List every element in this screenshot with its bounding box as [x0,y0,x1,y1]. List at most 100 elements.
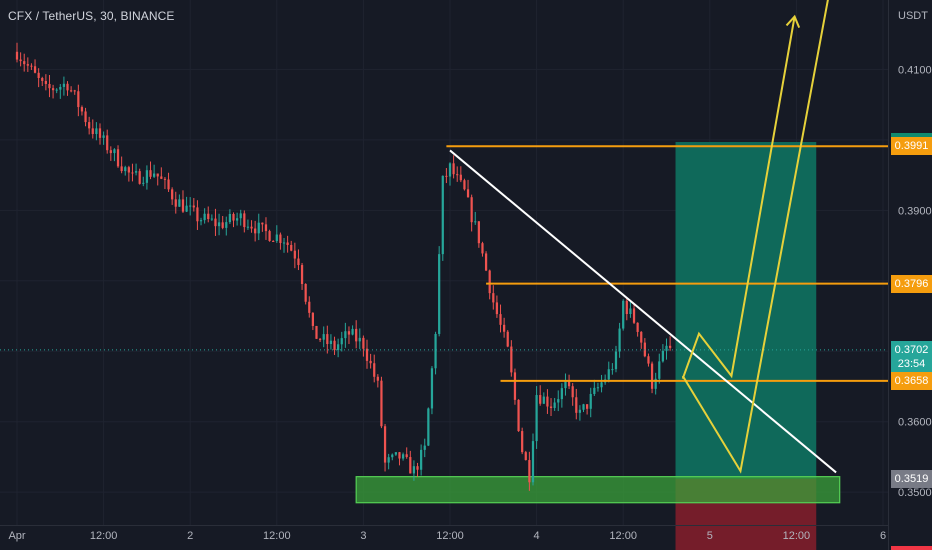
candle-body [546,396,549,407]
candle-body [221,222,224,228]
candle-body [401,454,405,459]
candle-body [279,234,282,244]
candle-body [243,213,246,228]
candle-body [261,222,264,225]
candle-body [351,328,354,335]
candle-body [481,243,484,254]
candle-body [181,199,185,212]
candle-body [344,331,347,339]
candle-body [549,406,553,408]
price-tick: 0.3600 [898,417,932,429]
symbol-title[interactable]: CFX / TetherUS, 30, BINANCE [8,9,175,23]
candle-body [640,331,643,343]
candle-body [578,409,582,413]
candle-body [499,314,502,325]
candle-body [189,205,192,207]
candle-body [73,90,76,92]
time-tick: 2 [187,530,193,542]
candle-body [452,163,455,175]
price-badge: 0.3796 [891,274,932,293]
candle-body [210,218,213,220]
candle-body [232,213,235,221]
candle-body [282,242,286,244]
candle-body [600,382,603,388]
candle-body [134,171,138,173]
time-tick: 3 [360,530,366,542]
candle-body [196,207,199,222]
countdown-timer: 23:54 [897,357,926,370]
time-tick: 12:00 [90,530,118,542]
candle-body [275,234,278,242]
candle-body [365,348,369,361]
candle-body [654,378,657,389]
candle-body [116,149,120,167]
time-tick: 12:00 [609,530,637,542]
candle-body [383,426,387,463]
candle-body [33,66,37,73]
candle-body [203,213,206,221]
candle-body [131,172,134,174]
candle-body [557,399,560,403]
candle-body [521,431,524,453]
candle-body [98,128,102,138]
price-tick: 0.3900 [898,205,932,217]
candle-body [333,340,336,351]
candle-body [463,180,466,190]
candle-body [102,135,105,138]
candle-body [290,244,293,251]
price-badge: 0.3702 23:54 [891,340,932,373]
candle-body [495,302,499,315]
candle-body [625,300,628,315]
candle-body [217,222,221,227]
price-badge-value: 0.3702 [894,343,929,356]
candle-body [539,395,542,404]
support-zone [355,476,841,504]
currency-unit: USDT [898,10,928,22]
projection-path-2 [681,0,829,474]
candle-body [59,86,62,90]
candle-body [106,135,109,151]
candle-body [304,283,307,302]
candle-body [391,454,394,458]
trend-line [449,149,837,474]
candle-body [91,128,94,135]
candle-body [513,372,517,400]
candle-body [441,175,444,255]
candle-body [629,308,632,315]
candle-body [37,72,40,79]
candle-body [127,167,130,173]
candle-body [614,351,618,370]
candle-body [477,221,480,244]
candle-body [51,88,55,91]
candle-body [95,128,98,135]
candle-body [535,395,538,442]
candle-body [322,334,325,340]
candle-body [448,163,452,177]
candle-body [225,222,228,228]
candle-body [647,356,650,364]
candle-body [174,199,177,207]
candle-body [564,381,567,389]
time-tick: 12:00 [783,530,811,542]
candle-body [593,387,596,394]
candle-body [474,221,477,223]
candle-body [167,179,170,190]
candle-body [524,452,527,461]
candle-body [416,466,419,470]
candle-body [423,445,426,450]
candle-body [484,253,488,271]
candle-body [257,222,260,234]
candle-body [560,388,563,400]
price-tick: 0.3500 [898,487,932,499]
candle-body [394,452,397,455]
candle-body [30,65,33,67]
candle-body [434,333,437,369]
candle-body [199,220,203,222]
candle-body [178,199,181,207]
candle-body [149,170,152,177]
candle-body [19,59,22,62]
candle-body [420,449,423,470]
candle-body [618,328,621,352]
